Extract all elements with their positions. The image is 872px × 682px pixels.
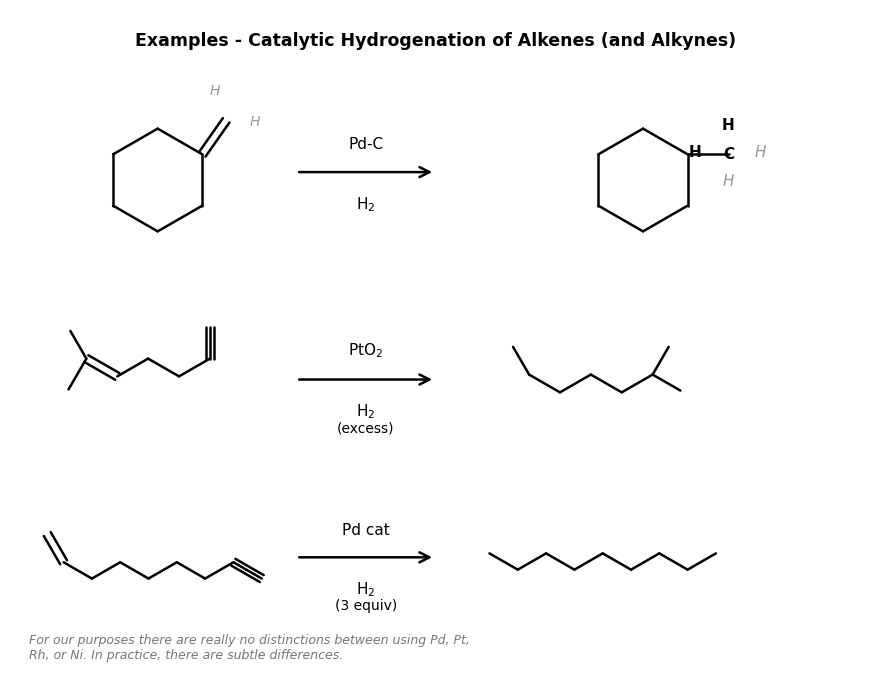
- Text: Pd-C: Pd-C: [348, 137, 383, 152]
- Text: H: H: [722, 117, 734, 132]
- Text: Examples - Catalytic Hydrogenation of Alkenes (and Alkynes): Examples - Catalytic Hydrogenation of Al…: [135, 32, 737, 50]
- Text: H$_2$: H$_2$: [356, 195, 375, 213]
- Text: H$_2$: H$_2$: [356, 580, 375, 599]
- Text: (3 equiv): (3 equiv): [335, 599, 397, 613]
- Text: H: H: [723, 174, 734, 189]
- Text: PtO$_2$: PtO$_2$: [348, 341, 383, 360]
- Text: C: C: [724, 147, 735, 162]
- Text: H: H: [250, 115, 261, 130]
- Text: (excess): (excess): [337, 421, 394, 435]
- Text: Pd cat: Pd cat: [342, 522, 390, 537]
- Text: H: H: [210, 84, 221, 98]
- Text: H: H: [755, 145, 766, 160]
- Text: H$_2$: H$_2$: [356, 402, 375, 421]
- Text: H: H: [689, 145, 701, 160]
- Text: For our purposes there are really no distinctions between using Pd, Pt,
Rh, or N: For our purposes there are really no dis…: [29, 634, 470, 662]
